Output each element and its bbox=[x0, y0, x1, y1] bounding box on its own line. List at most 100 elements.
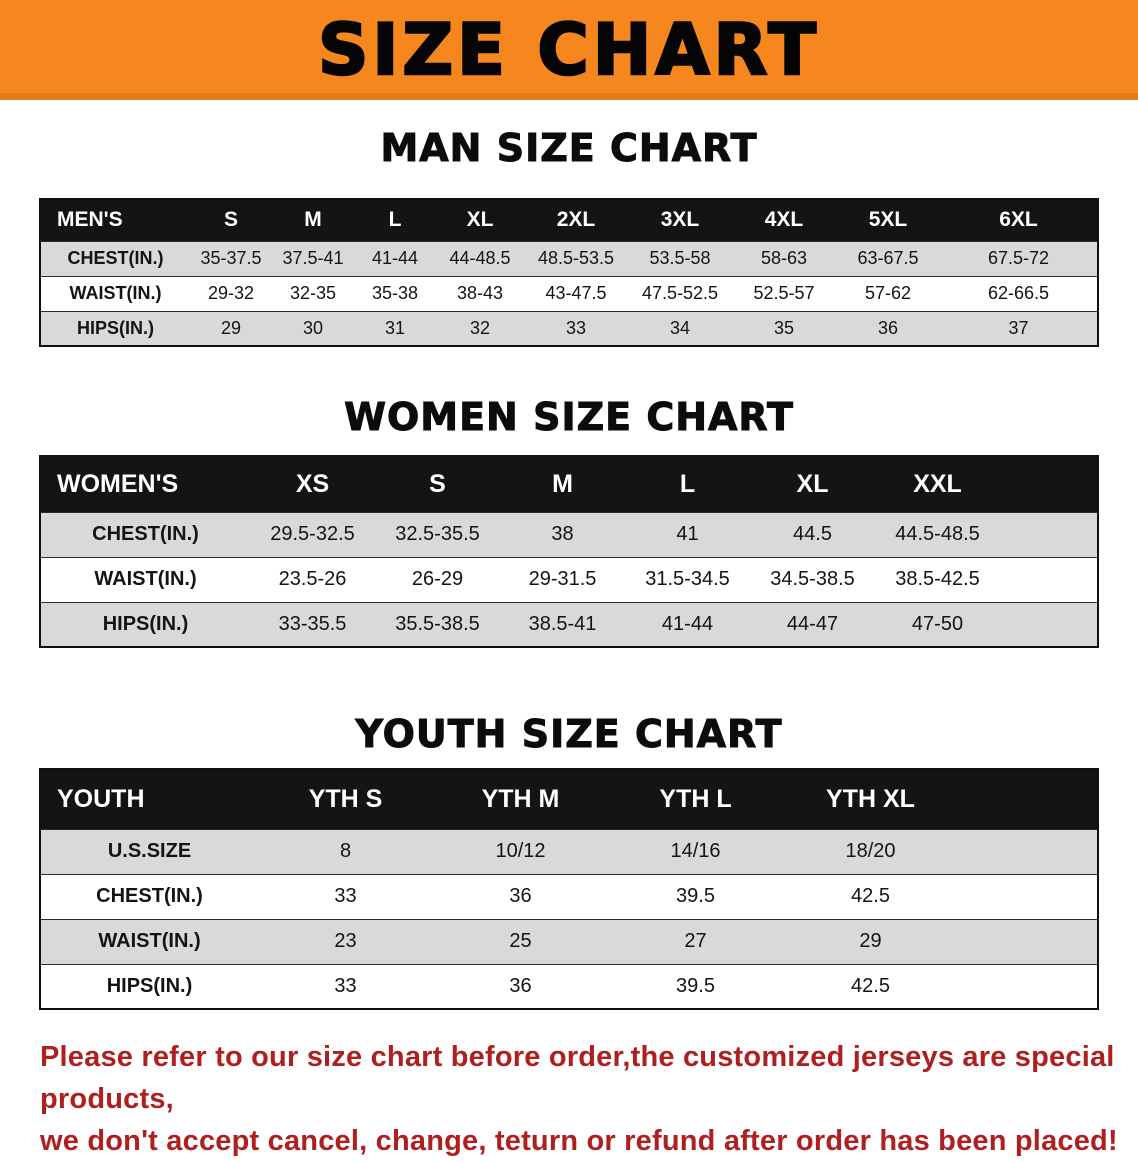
size-cell: 33 bbox=[565, 317, 587, 338]
column-header: S bbox=[429, 469, 446, 498]
size-cell: 26-29 bbox=[411, 568, 464, 590]
size-cell: 37 bbox=[1008, 317, 1029, 338]
size-cell: 52.5-57 bbox=[753, 283, 815, 303]
size-cell: 58-63 bbox=[760, 248, 808, 268]
size-cell: 38-43 bbox=[456, 283, 504, 303]
size-cell: 44-47 bbox=[786, 612, 839, 635]
women-table-label: WOMEN'S bbox=[57, 469, 179, 498]
women-waist-row: WAIST(IN.) 23.5-26 26-29 29-31.5 31.5-34… bbox=[40, 557, 1098, 602]
row-label: WAIST(IN.) bbox=[69, 283, 162, 303]
row-label: HIPS(IN.) bbox=[102, 612, 189, 635]
size-cell: 47.5-52.5 bbox=[641, 283, 719, 303]
column-header: YTH L bbox=[659, 784, 732, 813]
column-header: S bbox=[223, 208, 238, 232]
size-cell: 29.5-32.5 bbox=[270, 523, 355, 545]
size-cell: 33 bbox=[334, 974, 357, 997]
footer-note-line-1: Please refer to our size chart before or… bbox=[40, 1041, 1115, 1115]
page-title: SIZE CHART bbox=[317, 9, 821, 91]
size-cell: 63-67.5 bbox=[857, 248, 919, 268]
footer-note: Please refer to our size chart before or… bbox=[40, 1036, 1138, 1162]
row-label: CHEST(IN.) bbox=[96, 885, 203, 907]
footer-note-line-2: we don't accept cancel, change, teturn o… bbox=[40, 1125, 1118, 1157]
size-cell: 23.5-26 bbox=[278, 568, 347, 590]
row-label: HIPS(IN.) bbox=[76, 317, 154, 338]
filler-cell bbox=[958, 874, 1098, 919]
size-cell: 47-50 bbox=[911, 612, 964, 635]
youth-chest-row: CHEST(IN.) 33 36 39.5 42.5 bbox=[40, 874, 1098, 919]
women-section-heading: WOMEN SIZE CHART bbox=[344, 395, 794, 440]
men-waist-row: WAIST(IN.) 29-32 32-35 35-38 38-43 43-47… bbox=[40, 276, 1098, 311]
size-cell: 35.5-38.5 bbox=[395, 612, 480, 635]
size-cell: 44-48.5 bbox=[449, 248, 511, 268]
size-cell: 67.5-72 bbox=[987, 248, 1050, 268]
size-cell: 34.5-38.5 bbox=[770, 568, 855, 590]
column-header: XL bbox=[796, 469, 829, 498]
size-cell: 32 bbox=[469, 317, 491, 338]
size-cell: 30 bbox=[302, 317, 324, 338]
size-cell: 39.5 bbox=[676, 974, 715, 997]
women-header-row: WOMEN'S XS S M L XL XXL bbox=[40, 456, 1098, 512]
size-cell: 38.5-41 bbox=[528, 612, 597, 635]
youth-size-table: YOUTH YTH S YTH M YTH L YTH XL U.S.SIZE … bbox=[39, 768, 1099, 1010]
column-header: L bbox=[388, 208, 402, 232]
size-cell: 48.5-53.5 bbox=[537, 248, 615, 268]
size-cell: 36 bbox=[509, 974, 532, 997]
size-cell: 38 bbox=[551, 523, 574, 545]
men-chest-row: CHEST(IN.) 35-37.5 37.5-41 41-44 44-48.5… bbox=[40, 241, 1098, 276]
size-cell: 8 bbox=[339, 840, 352, 862]
men-hips-row: HIPS(IN.) 29 30 31 32 33 34 35 36 37 bbox=[40, 311, 1098, 346]
size-cell: 32.5-35.5 bbox=[395, 523, 480, 545]
size-cell: 33-35.5 bbox=[278, 612, 347, 635]
size-cell: 53.5-58 bbox=[649, 248, 711, 268]
row-label: WAIST(IN.) bbox=[98, 930, 201, 952]
column-header: M bbox=[304, 208, 322, 232]
size-cell: 31 bbox=[384, 317, 406, 338]
youth-section: YOUTH SIZE CHART YOUTH YTH S YTH M YTH L… bbox=[0, 710, 1138, 1010]
filler-cell bbox=[958, 769, 1098, 829]
size-cell: 57-62 bbox=[864, 283, 912, 303]
filler-cell bbox=[958, 964, 1098, 1009]
size-cell: 44.5 bbox=[793, 523, 832, 545]
women-hips-row: HIPS(IN.) 33-35.5 35.5-38.5 38.5-41 41-4… bbox=[40, 602, 1098, 647]
women-section: WOMEN SIZE CHART WOMEN'S XS S M L XL XXL… bbox=[0, 393, 1138, 648]
column-header: 5XL bbox=[868, 208, 908, 232]
men-table-label: MEN'S bbox=[57, 208, 123, 232]
column-header: XXL bbox=[913, 469, 962, 498]
filler-cell bbox=[1000, 512, 1098, 557]
size-cell: 42.5 bbox=[851, 885, 890, 907]
size-cell: 62-66.5 bbox=[987, 283, 1050, 303]
size-cell: 14/16 bbox=[670, 840, 721, 862]
filler-cell bbox=[1000, 456, 1098, 512]
banner: SIZE CHART bbox=[0, 0, 1138, 100]
size-cell: 35-38 bbox=[371, 283, 419, 303]
size-cell: 34 bbox=[669, 317, 691, 338]
column-header: M bbox=[552, 469, 573, 498]
size-cell: 33 bbox=[334, 885, 357, 907]
size-cell: 35 bbox=[773, 317, 795, 338]
size-cell: 23 bbox=[334, 930, 357, 952]
size-cell: 44.5-48.5 bbox=[895, 523, 980, 545]
column-header: YTH M bbox=[481, 784, 560, 813]
size-cell: 18/20 bbox=[845, 840, 896, 862]
row-label: CHEST(IN.) bbox=[67, 248, 164, 268]
size-cell: 41 bbox=[676, 523, 699, 545]
size-cell: 37.5-41 bbox=[282, 248, 344, 268]
size-cell: 31.5-34.5 bbox=[645, 568, 730, 590]
size-cell: 29-31.5 bbox=[528, 568, 597, 590]
column-header: L bbox=[679, 469, 696, 498]
filler-cell bbox=[958, 919, 1098, 964]
column-header: 6XL bbox=[999, 208, 1038, 232]
column-header: 3XL bbox=[660, 208, 700, 232]
size-cell: 35-37.5 bbox=[200, 248, 262, 268]
size-cell: 29 bbox=[859, 930, 882, 952]
filler-cell bbox=[1000, 557, 1098, 602]
size-cell: 41-44 bbox=[371, 248, 419, 268]
youth-section-heading: YOUTH SIZE CHART bbox=[355, 712, 783, 757]
men-header-row: MEN'S S M L XL 2XL 3XL 4XL 5XL 6XL bbox=[40, 199, 1098, 241]
size-cell: 38.5-42.5 bbox=[895, 568, 980, 590]
youth-table-label: YOUTH bbox=[57, 784, 145, 813]
men-section: MAN SIZE CHART MEN'S S M L XL 2XL 3XL 4X… bbox=[0, 124, 1138, 347]
row-label: WAIST(IN.) bbox=[94, 568, 197, 590]
size-cell: 32-35 bbox=[289, 283, 337, 303]
column-header: XL bbox=[466, 208, 494, 232]
